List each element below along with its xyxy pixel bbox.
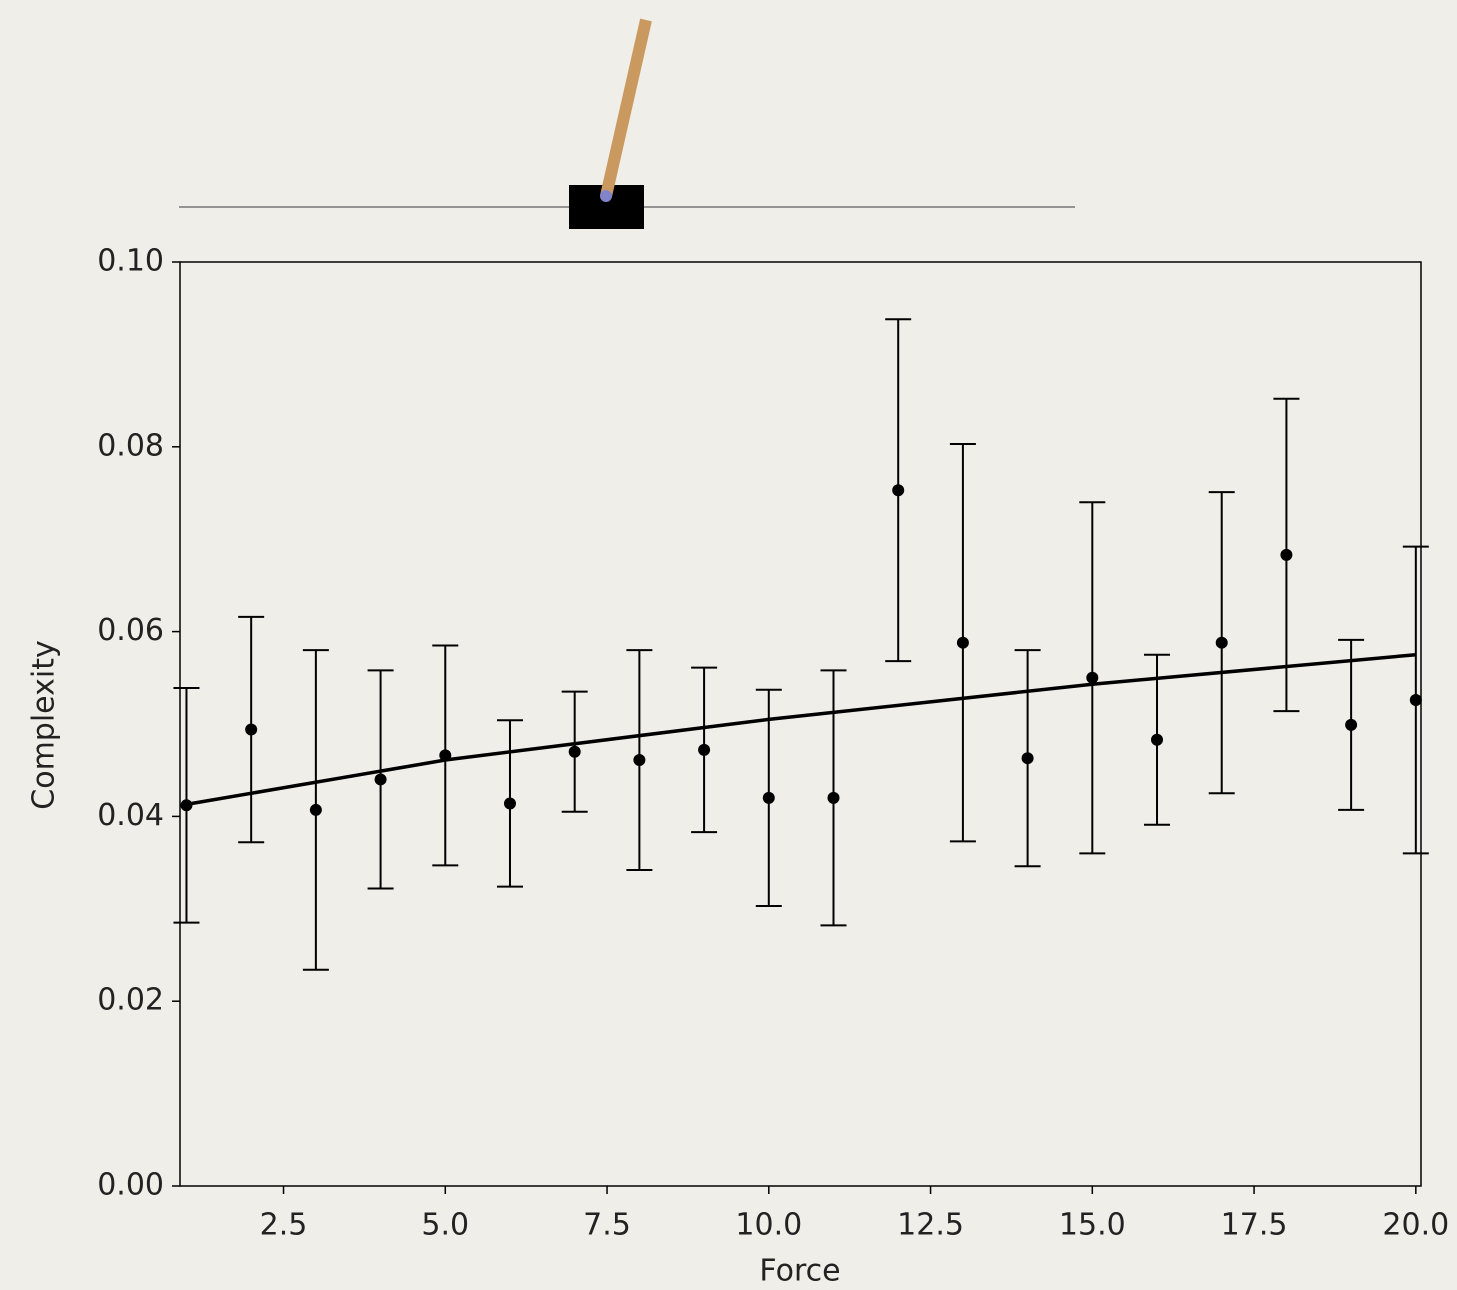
y-tick-label: 0.00 — [97, 1168, 164, 1203]
data-point — [503, 797, 516, 810]
data-point — [180, 799, 193, 812]
x-tick-label: 7.5 — [583, 1208, 631, 1243]
y-tick-label: 0.10 — [97, 244, 164, 279]
data-point — [439, 749, 452, 762]
data-point — [1409, 693, 1422, 706]
plot-frame — [179, 261, 1422, 1187]
cartpole-render — [179, 18, 1075, 229]
x-tick-label: 10.0 — [735, 1208, 802, 1243]
y-tick-label: 0.02 — [97, 983, 164, 1018]
x-tick-label: 20.0 — [1382, 1208, 1449, 1243]
data-point — [309, 803, 322, 816]
y-tick-label: 0.06 — [97, 613, 164, 648]
data-point — [245, 723, 258, 736]
x-tick-label: 15.0 — [1059, 1208, 1126, 1243]
data-point — [633, 754, 646, 767]
data-point — [1280, 548, 1293, 561]
data-point — [1151, 733, 1164, 746]
data-point — [1345, 718, 1358, 731]
y-axis-label: Complexity — [27, 640, 62, 809]
x-axis-label: Force — [759, 1254, 840, 1287]
trend-line — [186, 652, 1416, 807]
x-tick-label: 5.0 — [421, 1208, 469, 1243]
data-point — [956, 636, 969, 649]
data-point — [827, 791, 840, 804]
x-tick-label: 17.5 — [1221, 1208, 1288, 1243]
data-point — [1021, 752, 1034, 765]
data-point — [1086, 671, 1099, 684]
data-point — [892, 484, 905, 497]
pole — [600, 18, 652, 198]
data-point — [374, 773, 387, 786]
x-tick-label: 2.5 — [260, 1208, 308, 1243]
data-point — [1215, 636, 1228, 649]
data-point — [762, 791, 775, 804]
y-tick-label: 0.08 — [97, 428, 164, 463]
data-point — [698, 743, 711, 756]
x-tick-label: 12.5 — [897, 1208, 964, 1243]
data-point — [568, 745, 581, 758]
axle — [600, 190, 612, 202]
y-tick-label: 0.04 — [97, 798, 164, 833]
